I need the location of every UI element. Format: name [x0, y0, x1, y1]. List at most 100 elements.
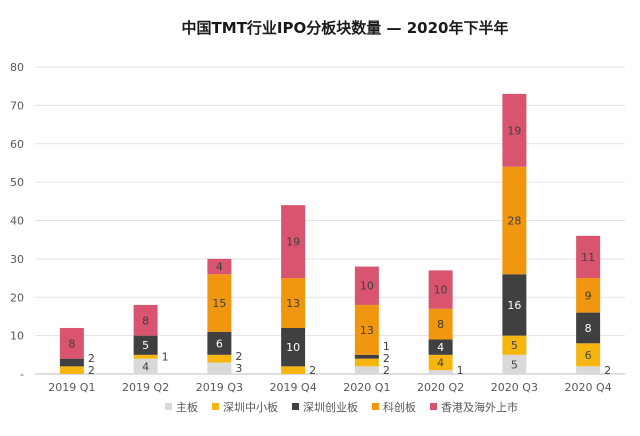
- y-tick-label: 10: [10, 330, 24, 343]
- bar-segment: [502, 93, 527, 167]
- y-tick-label: 20: [10, 291, 24, 304]
- y-tick-label: 50: [10, 176, 24, 189]
- bar-segment: [207, 258, 232, 275]
- legend-swatch: [430, 403, 437, 410]
- bar-segment: [502, 274, 527, 336]
- bar-segment: [133, 335, 158, 355]
- data-label: 8: [585, 322, 592, 335]
- bar-segment: [428, 370, 453, 374]
- data-label: 10: [434, 284, 448, 297]
- legend-label: 科创板: [383, 400, 416, 414]
- data-label: 5: [511, 358, 518, 371]
- data-label: 13: [286, 297, 300, 310]
- data-label: 2: [604, 364, 611, 377]
- bar-segment: [502, 166, 527, 275]
- y-tick-label: 60: [10, 138, 24, 151]
- data-label: 5: [511, 339, 518, 352]
- data-label: 8: [68, 337, 75, 350]
- legend-swatch: [165, 403, 172, 410]
- data-label: 2: [309, 364, 316, 377]
- chart-title: 中国TMT行业IPO分板块数量 — 2020年下半年: [182, 19, 509, 37]
- data-label: 6: [216, 337, 223, 350]
- bar-segment: [354, 366, 379, 374]
- x-tick-label: 2020 Q2: [417, 381, 464, 394]
- bar-segment: [281, 327, 306, 367]
- x-tick-label: 2020 Q3: [491, 381, 538, 394]
- x-tick-label: 2019 Q4: [270, 381, 317, 394]
- bar-segment: [354, 266, 379, 305]
- data-label: 2: [383, 352, 390, 365]
- bar-segment: [59, 366, 84, 374]
- bar-segment: [354, 304, 379, 355]
- bar-segment: [133, 358, 158, 374]
- y-tick-label: 40: [10, 215, 24, 228]
- data-label: 19: [507, 124, 521, 137]
- data-label: 3: [235, 362, 242, 375]
- bar-segment: [576, 235, 601, 279]
- data-label: 6: [585, 349, 592, 362]
- gridlines: [35, 66, 625, 375]
- data-label: 2: [235, 350, 242, 363]
- y-tick-label: 30: [10, 253, 24, 266]
- data-labels: 2284158326154210131922113101448105516281…: [68, 124, 611, 377]
- legend-label: 主板: [176, 400, 198, 414]
- data-label: 10: [286, 341, 300, 354]
- legend-swatch: [372, 403, 379, 410]
- x-axis: 2019 Q1 2019 Q2 2019 Q3 2019 Q4 2020 Q1 2020 …: [48, 381, 611, 394]
- data-label: 8: [437, 318, 444, 331]
- bar-segment: [59, 327, 84, 359]
- data-label: 19: [286, 236, 300, 249]
- bar-segment: [133, 304, 158, 336]
- bar-segment: [207, 362, 232, 374]
- bar-segment: [59, 358, 84, 367]
- data-label: 4: [437, 341, 444, 354]
- bar-segment: [281, 366, 306, 374]
- x-tick-label: 2019 Q1: [48, 381, 95, 394]
- x-tick-label: 2019 Q3: [196, 381, 243, 394]
- bar-segment: [428, 354, 453, 371]
- bar-segment: [576, 312, 601, 344]
- y-tick-label: -: [20, 368, 24, 381]
- x-tick-label: 2020 Q4: [565, 381, 612, 394]
- bar-segment: [576, 366, 601, 374]
- legend-label: 深圳创业板: [303, 400, 358, 414]
- y-tick-label: 80: [10, 61, 24, 74]
- data-label: 4: [437, 356, 444, 369]
- bar-segment: [428, 308, 453, 340]
- data-label: 1: [457, 364, 464, 377]
- data-label: 8: [142, 314, 149, 327]
- data-label: 28: [507, 215, 521, 228]
- legend-swatch: [292, 403, 299, 410]
- bar-segment: [354, 358, 379, 367]
- data-label: 10: [360, 280, 374, 293]
- bar-segment: [428, 270, 453, 309]
- bar-segment: [281, 205, 306, 279]
- legend: 主板 深圳中小板 深圳创业板 科创板 香港及海外上市: [165, 400, 518, 414]
- bar-segment: [354, 354, 379, 359]
- data-label: 5: [142, 339, 149, 352]
- legend-swatch: [212, 403, 219, 410]
- y-tick-label: 70: [10, 99, 24, 112]
- x-tick-label: 2020 Q1: [343, 381, 390, 394]
- data-label: 16: [507, 299, 521, 312]
- bar-segment: [133, 354, 158, 359]
- data-label: 2: [88, 352, 95, 365]
- data-label: 11: [581, 251, 595, 264]
- legend-label: 深圳中小板: [223, 400, 278, 414]
- data-label: 15: [212, 297, 226, 310]
- data-label: 13: [360, 324, 374, 337]
- bar-segment: [576, 343, 601, 367]
- bar-segment: [576, 278, 601, 313]
- bars: [59, 93, 601, 374]
- data-label: 4: [216, 261, 223, 274]
- bar-segment: [207, 331, 232, 355]
- data-label: 2: [88, 364, 95, 377]
- data-label: 9: [585, 289, 592, 302]
- x-tick-label: 2019 Q2: [122, 381, 169, 394]
- bar-segment: [428, 339, 453, 355]
- data-label: 1: [383, 340, 390, 353]
- bar-segment: [502, 335, 527, 355]
- data-label: 2: [383, 364, 390, 377]
- bar-segment: [281, 278, 306, 328]
